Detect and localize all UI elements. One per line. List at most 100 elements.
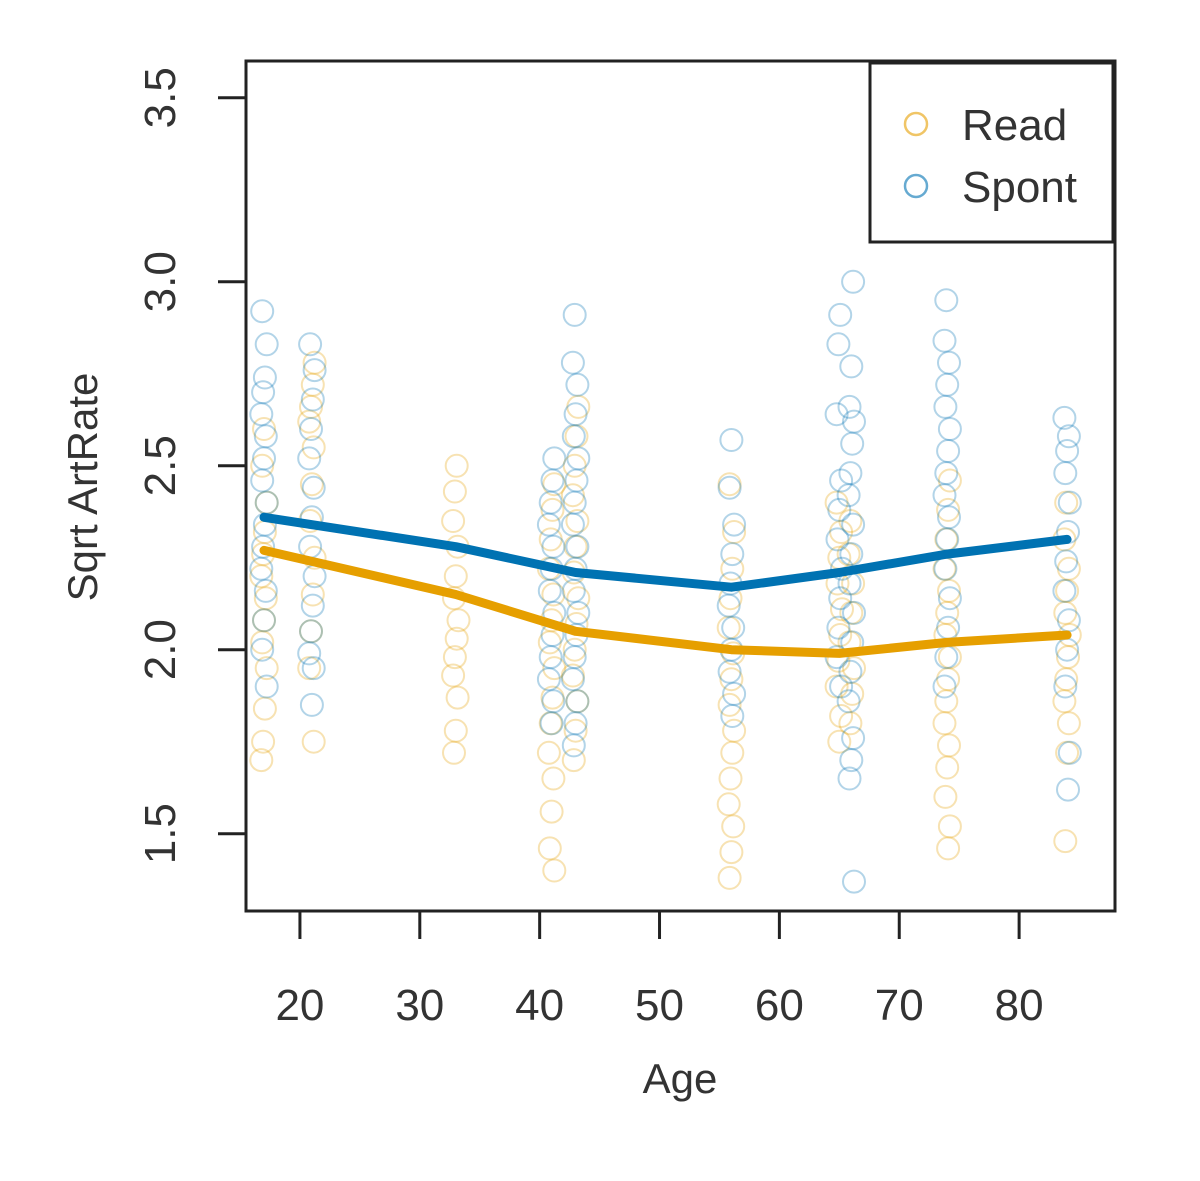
read-point xyxy=(566,586,591,611)
spont-point xyxy=(539,711,564,736)
spont-point xyxy=(560,667,585,692)
trend-layer xyxy=(259,512,1072,658)
read-point xyxy=(560,483,585,508)
legend-marker-spont xyxy=(903,173,929,199)
read-point xyxy=(824,490,849,515)
read-point xyxy=(838,509,863,533)
read-point xyxy=(563,718,588,743)
spont-point xyxy=(561,424,586,449)
spont-point xyxy=(937,505,961,530)
spont-point xyxy=(297,641,322,666)
read-point xyxy=(542,472,567,497)
spont-point xyxy=(298,332,323,357)
spont-point xyxy=(251,534,276,559)
spont-point xyxy=(824,402,849,427)
spont-point xyxy=(840,431,865,456)
spont-point xyxy=(538,490,563,515)
spont-point xyxy=(720,542,745,567)
read-point xyxy=(250,630,275,655)
spont-point xyxy=(565,534,590,559)
spont-point xyxy=(721,615,746,640)
spont-point xyxy=(836,689,861,714)
spont-point xyxy=(538,645,563,670)
read-point xyxy=(937,814,962,839)
read-point xyxy=(1055,740,1080,765)
read-point xyxy=(252,608,276,633)
read-point xyxy=(721,814,746,839)
spont-point xyxy=(937,417,962,441)
spont-point xyxy=(841,512,866,537)
read-point xyxy=(541,582,566,607)
x-axis: 20 30 40 50 60 70 80 xyxy=(275,911,1044,1030)
read-point xyxy=(542,858,567,883)
spont-point xyxy=(1055,439,1080,463)
read-point xyxy=(839,600,864,625)
spont-point xyxy=(839,748,864,773)
spont-point xyxy=(1054,549,1079,574)
spont-point xyxy=(1056,424,1081,449)
read-point xyxy=(830,597,854,622)
spont-point xyxy=(566,600,591,625)
read-point xyxy=(1052,689,1077,714)
read-point xyxy=(718,766,743,791)
spont-point xyxy=(838,461,863,486)
read-point xyxy=(936,497,961,522)
spont-point xyxy=(720,704,745,728)
read-point xyxy=(937,468,962,493)
read-point xyxy=(539,799,564,824)
read-point xyxy=(935,600,960,625)
read-point xyxy=(541,766,566,791)
spont-point xyxy=(541,534,566,559)
spont-point xyxy=(839,354,864,379)
spont-point xyxy=(841,269,866,294)
read-point xyxy=(824,674,849,699)
spont-point xyxy=(825,527,850,552)
plot-frame xyxy=(244,59,1117,913)
legend: Read Spont xyxy=(868,61,1115,244)
spont-point xyxy=(563,711,588,736)
spont-point xyxy=(828,302,853,327)
read-point xyxy=(933,784,958,809)
x-tick-label: 60 xyxy=(755,981,804,1030)
spont-point xyxy=(716,593,741,618)
read-point xyxy=(249,748,274,773)
spont-point xyxy=(839,542,864,567)
spont-point xyxy=(722,512,747,537)
read-point xyxy=(540,497,565,522)
read-point xyxy=(565,689,590,714)
spont-point xyxy=(827,497,852,522)
read-point xyxy=(249,564,274,589)
read-point xyxy=(302,350,327,375)
read-point xyxy=(828,623,853,647)
read-point xyxy=(842,656,866,681)
read-point xyxy=(722,520,747,544)
read-point xyxy=(1055,578,1080,603)
legend-label-spont: Spont xyxy=(962,163,1077,212)
read-point xyxy=(563,534,588,559)
read-point xyxy=(716,792,741,817)
spont-point xyxy=(252,365,277,390)
x-tick-label: 40 xyxy=(515,981,564,1030)
spont-point xyxy=(300,593,325,618)
read-point xyxy=(829,520,854,544)
y-axis-title: Sqrt ArtRate xyxy=(59,373,106,602)
read-point xyxy=(935,755,960,780)
read-point xyxy=(300,372,325,397)
read-point xyxy=(538,711,563,736)
spont-point xyxy=(301,656,326,681)
read-point xyxy=(716,615,741,640)
spont-point xyxy=(1052,578,1077,603)
read-point xyxy=(444,453,469,478)
read-point xyxy=(444,626,469,651)
spont-point xyxy=(826,615,851,640)
read-point xyxy=(717,472,742,497)
read-point xyxy=(937,578,961,603)
spont-point xyxy=(536,512,561,537)
spont-point xyxy=(560,350,585,375)
spont-point xyxy=(301,475,326,500)
spont-point xyxy=(842,869,866,894)
read-point xyxy=(566,394,591,419)
read-point xyxy=(840,681,865,706)
spont-point xyxy=(250,299,275,324)
